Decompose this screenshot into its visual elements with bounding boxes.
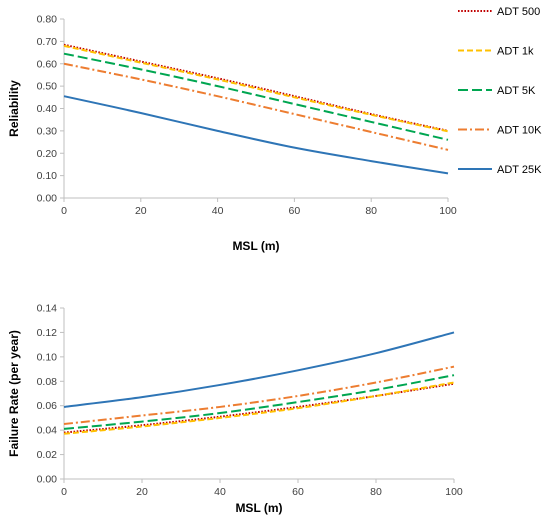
y-axis-label: Failure Rate (per year) (7, 330, 21, 457)
x-tick-label: 80 (370, 486, 382, 498)
legend: ADT 500 ADT 1k ADT 5K ADT 10K ADT 25K (458, 6, 542, 176)
y-tick-label: 0.50 (37, 81, 58, 93)
y-tick-label: 0.14 (37, 303, 58, 315)
series-line (63, 62, 449, 151)
failure-rate-chart: 0.00 0.02 0.04 0.06 0.08 0.10 0.12 0.14 0 20 40 60 8… (7, 303, 463, 516)
series-line (63, 52, 449, 141)
y-tick-label: 0.30 (37, 125, 58, 137)
series-line (63, 44, 449, 133)
series-line (63, 382, 455, 434)
y-tick-label: 0.80 (37, 14, 58, 26)
x-tick-label: 0 (61, 205, 67, 217)
series-line (63, 374, 455, 430)
x-tick-label: 80 (365, 205, 377, 217)
x-tick-label: 60 (292, 486, 304, 498)
x-tick-label: 40 (214, 486, 226, 498)
legend-label: ADT 5K (497, 85, 536, 97)
y-tick-label: 0.08 (37, 376, 58, 388)
legend-label: ADT 500 (497, 6, 540, 18)
y-tick-label: 0.10 (37, 170, 58, 182)
x-tick-label: 100 (439, 205, 457, 217)
y-tick-label: 0.10 (37, 351, 58, 363)
y-tick-label: 0.20 (37, 148, 58, 160)
legend-label: ADT 1k (497, 46, 534, 58)
series-line (63, 43, 449, 132)
y-tick-label: 0.40 (37, 103, 58, 115)
legend-label: ADT 25K (497, 164, 542, 176)
y-tick-label: 0.70 (37, 36, 58, 48)
x-tick-label: 20 (136, 486, 148, 498)
y-tick-label: 0.00 (37, 474, 58, 486)
x-tick-label: 60 (289, 205, 301, 217)
series-line (63, 365, 455, 426)
x-tick-label: 100 (445, 486, 463, 498)
series-line (63, 95, 449, 175)
reliability-chart: 0.00 0.10 0.20 0.30 0.40 0.50 0.60 0.70 0.80 0 20 4… (7, 14, 457, 254)
y-tick-label: 0.06 (37, 400, 58, 412)
x-tick-label: 40 (212, 205, 224, 217)
y-tick-label: 0.00 (37, 193, 58, 205)
y-axis-label: Reliability (7, 80, 21, 137)
legend-label: ADT 10K (497, 125, 542, 137)
y-tick-label: 0.12 (37, 327, 58, 339)
y-tick-label: 0.02 (37, 449, 58, 461)
x-tick-label: 20 (135, 205, 147, 217)
y-tick-label: 0.60 (37, 58, 58, 70)
series-line (63, 331, 455, 408)
x-axis-label: MSL (m) (235, 501, 282, 515)
y-tick-label: 0.04 (37, 425, 58, 437)
x-tick-label: 0 (61, 486, 67, 498)
x-axis-label: MSL (m) (232, 239, 279, 253)
